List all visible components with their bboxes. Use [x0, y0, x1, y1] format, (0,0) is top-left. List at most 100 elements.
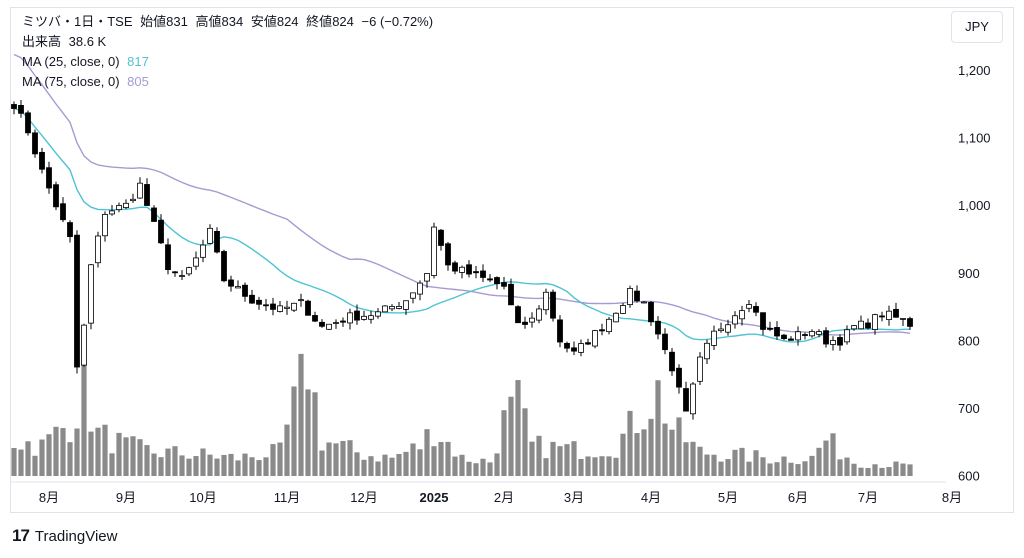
ohlc-legend: ミツバ・1日・TSE 始値831 高値834 安値824 終値824 −6 (−… [22, 12, 437, 32]
volume-bar [235, 460, 241, 476]
volume-bar [606, 456, 612, 476]
candle-body [592, 330, 598, 347]
volume-bar [333, 443, 339, 476]
volume-bar [39, 439, 45, 476]
candle-body [781, 334, 787, 340]
ma75-legend[interactable]: MA (75, close, 0) 805 [22, 72, 153, 92]
brand-footer[interactable]: 17 TradingView [12, 526, 117, 546]
candle-body [774, 327, 780, 337]
candle-body [263, 304, 269, 307]
volume-bar [732, 449, 738, 476]
low-label: 安値 [250, 14, 277, 29]
y-tick-label: 900 [958, 266, 980, 281]
candle-body [221, 251, 227, 282]
candle-body [844, 329, 850, 343]
candle-body [445, 243, 451, 266]
volume-bar [697, 446, 703, 476]
volume-bar [123, 437, 129, 476]
volume-bar [298, 353, 304, 476]
volume-bar [585, 456, 591, 476]
candle-body [599, 329, 605, 332]
currency-button[interactable]: JPY [951, 11, 1003, 43]
candle-body [900, 318, 906, 320]
candle-body [557, 319, 563, 343]
volume-bar [312, 392, 318, 476]
candle-body [809, 331, 815, 337]
candle-body [298, 299, 304, 302]
candle-body [354, 310, 360, 321]
volume-bar [564, 444, 570, 476]
y-tick-label: 1,200 [958, 63, 991, 78]
candle-body [879, 315, 885, 318]
open-label: 始値 [140, 14, 167, 29]
volume-bar [655, 380, 661, 476]
candle-body [235, 286, 241, 289]
volume-bar [536, 435, 542, 476]
volume-bar [788, 462, 794, 476]
close-value: 824 [332, 14, 354, 29]
x-tick-label: 4月 [641, 490, 661, 505]
candle-body [291, 302, 297, 311]
brand-name: TradingView [34, 527, 118, 545]
volume-bar [851, 463, 857, 476]
volume-bar [165, 448, 171, 476]
volume-bar [291, 386, 297, 476]
candle-body [760, 312, 766, 330]
volume-bar [515, 380, 521, 476]
volume-bar [543, 458, 549, 476]
ma25-legend[interactable]: MA (25, close, 0) 817 [22, 52, 153, 72]
volume-bar [249, 457, 255, 476]
volume-bar [725, 459, 731, 476]
candle-body [620, 305, 626, 314]
volume-bar [690, 441, 696, 476]
candle-body [18, 105, 24, 114]
candle-body [81, 324, 87, 366]
volume-bar [18, 449, 24, 476]
candle-body [116, 205, 122, 211]
volume-bar [872, 464, 878, 476]
y-tick-label: 600 [958, 469, 980, 484]
volume-bar [592, 457, 598, 476]
candle-body [802, 334, 808, 336]
x-tick-label: 10月 [189, 490, 216, 505]
candle-body [207, 227, 213, 244]
candle-body [851, 325, 857, 330]
ma75-label: MA (75, close, 0) [22, 74, 120, 89]
volume-bar [214, 458, 220, 476]
candle-body [46, 167, 52, 189]
candle-body [487, 278, 493, 281]
candle-body [67, 222, 73, 237]
volume-bar [277, 442, 283, 476]
volume-bar [466, 461, 472, 476]
candle-body [11, 104, 17, 109]
candle-body [256, 299, 262, 305]
volume-bar [599, 456, 605, 476]
volume-bar [508, 396, 514, 476]
candle-body [480, 270, 486, 278]
candle-body [648, 301, 654, 323]
candle-body [284, 306, 290, 309]
candle-body [606, 318, 612, 333]
volume-bar [669, 429, 675, 476]
candle-body [872, 314, 878, 330]
candle-body [732, 315, 738, 325]
volume-bar [571, 441, 577, 476]
volume-bar [767, 463, 773, 476]
volume-bar [907, 464, 913, 476]
candlestick-chart[interactable]: 1,200 1,100 1,000 900 800 700 600 8月 9月 10月 11月 12月… [0, 0, 1024, 515]
volume-bar [900, 463, 906, 476]
x-tick-label: 3月 [564, 490, 584, 505]
x-tick-label: 2月 [494, 490, 514, 505]
volume-bar [172, 446, 178, 476]
candle-body [515, 306, 521, 324]
low-value: 824 [276, 14, 299, 29]
volume-bar [158, 457, 164, 476]
candle-body [655, 320, 661, 335]
volume-bar [746, 461, 752, 476]
candle-body [697, 356, 703, 382]
volume-bar [774, 462, 780, 476]
high-value: 834 [221, 14, 244, 29]
volume-bar [60, 428, 66, 476]
candle-body [550, 291, 556, 319]
candle-body [886, 310, 892, 320]
